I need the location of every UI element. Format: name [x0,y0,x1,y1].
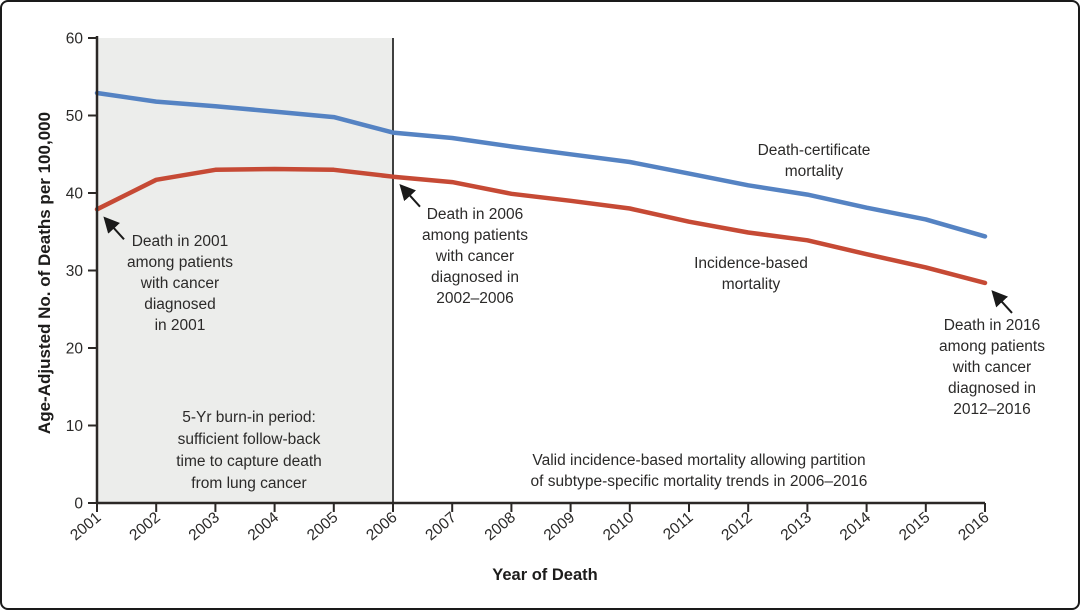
y-tick-label: 20 [66,341,84,358]
series-line-death-certificate [94,90,988,239]
y-tick-label: 0 [74,496,83,513]
burn-in-period-note: 5-Yr burn-in period: sufficient follow-b… [176,409,322,492]
x-tick-label: 2001 [67,509,104,544]
annotation-death-2001: Death in 2001 among patients with cancer… [127,233,233,334]
y-axis-title: Age-Adjusted No. of Deaths per 100,000 [35,111,54,435]
x-tick-label: 2008 [482,509,519,544]
x-tick-label: 2014 [837,509,875,544]
x-axis-title: Year of Death [492,566,598,584]
annotation-arrow-2006 [399,183,421,208]
x-tick-label: 2009 [541,509,578,544]
x-tick-label: 2012 [718,509,755,544]
x-tick-label: 2007 [422,509,459,544]
series-label-incidence-based: Incidence-based mortality [694,255,808,293]
y-tick-label: 60 [66,31,84,48]
annotation-death-2006: Death in 2006 among patients with cancer… [422,206,528,307]
series-label-death-certificate: Death-certificate mortality [757,142,871,180]
annotation-arrow-2016 [991,290,1013,314]
x-tick-label: 2011 [660,509,696,543]
x-tick-label: 2004 [245,509,283,544]
y-tick-label: 30 [66,263,84,280]
x-tick-label: 2005 [304,509,341,544]
y-tick-label: 10 [66,418,84,435]
x-tick-label: 2003 [186,509,223,544]
annotation-arrow-2001 [103,216,125,240]
x-tick-label: 2006 [363,509,400,544]
x-tick-label: 2010 [600,509,638,544]
valid-region-note: Valid incidence-based mortality allowing… [530,452,868,490]
y-tick-label: 40 [66,186,84,203]
x-tick-label: 2016 [955,509,992,544]
x-tick-label: 2015 [896,509,933,544]
burn-in-shaded-region [97,38,393,503]
annotation-death-2016: Death in 2016 among patients with cancer… [939,317,1045,418]
y-tick-label: 50 [66,108,84,125]
x-tick-label: 2002 [126,509,163,544]
series-line-incidence-based [94,166,988,286]
x-tick-label: 2013 [778,509,815,544]
